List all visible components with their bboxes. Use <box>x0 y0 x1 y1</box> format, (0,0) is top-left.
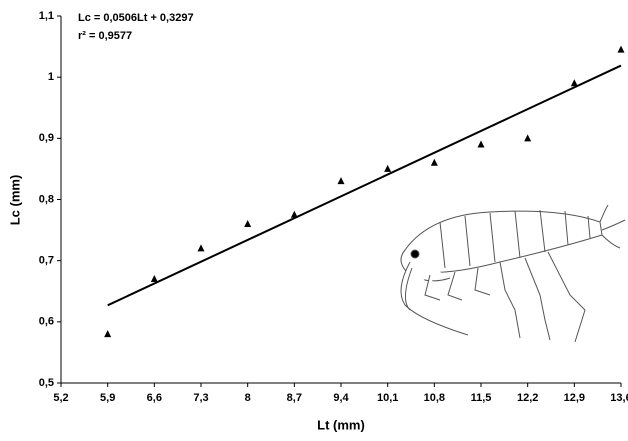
y-tick-label: 0,8 <box>39 193 54 205</box>
y-tick-label: 1 <box>48 71 54 83</box>
y-tick-label: 0,5 <box>39 377 54 389</box>
data-point <box>384 164 392 172</box>
x-tick-label: 11,5 <box>471 392 492 404</box>
x-tick-label: 7,3 <box>193 392 208 404</box>
data-point <box>244 219 252 227</box>
y-tick-label: 0,6 <box>39 316 54 328</box>
data-point <box>430 158 438 166</box>
x-axis-label: Lt (mm) <box>317 417 365 432</box>
x-tick-label: 13,6 <box>610 392 628 404</box>
data-point <box>150 275 158 283</box>
x-tick-label: 10,8 <box>424 392 445 404</box>
data-point <box>104 330 112 338</box>
x-tick-label: 12,9 <box>564 392 585 404</box>
x-tick-label: 10,1 <box>377 392 398 404</box>
y-tick-label: 1,1 <box>39 10 54 22</box>
data-point <box>197 244 205 252</box>
x-tick-label: 5,9 <box>100 392 115 404</box>
x-tick-label: 8 <box>245 392 251 404</box>
x-tick-label: 8,7 <box>287 392 302 404</box>
data-point <box>524 134 532 142</box>
x-tick-label: 9,4 <box>333 392 349 404</box>
data-point <box>617 45 625 53</box>
y-tick-label: 0,9 <box>39 132 54 144</box>
y-axis-label: Lc (mm) <box>7 175 22 226</box>
amphipod-illustration <box>400 204 626 343</box>
x-tick-label: 6,6 <box>147 392 162 404</box>
data-point <box>570 79 578 87</box>
x-tick-label: 5,2 <box>53 392 68 404</box>
equation: Lc = 0,0506Lt + 0,3297 <box>78 12 194 24</box>
y-tick-label: 0,7 <box>39 255 54 267</box>
x-tick-label: 12,2 <box>517 392 538 404</box>
fit-line <box>107 64 622 307</box>
data-point <box>337 177 345 185</box>
r-squared: r² = 0,9577 <box>78 30 132 42</box>
data-point <box>290 210 298 218</box>
data-point <box>477 140 485 148</box>
